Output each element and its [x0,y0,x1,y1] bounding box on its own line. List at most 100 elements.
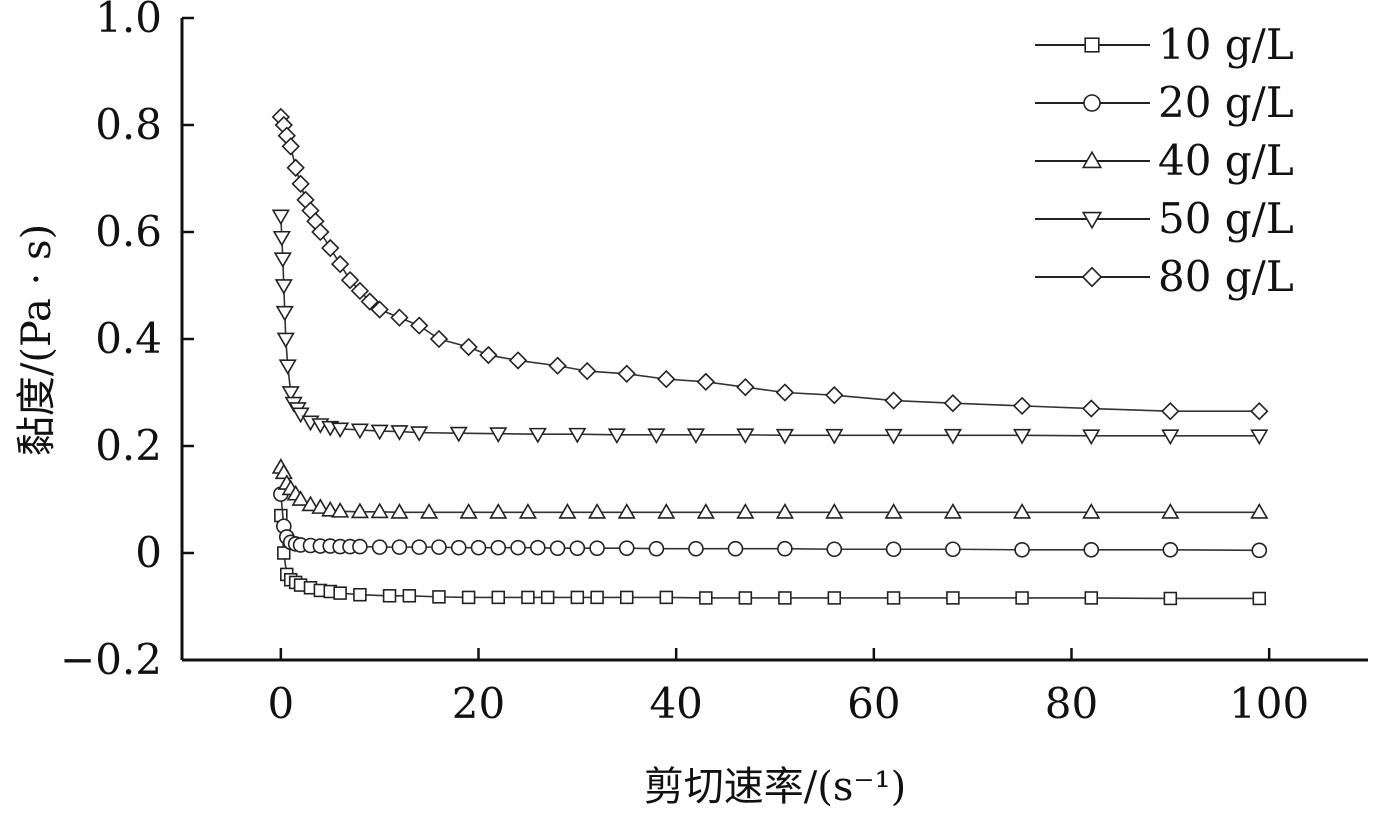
data-point [410,316,429,335]
data-point [618,540,635,556]
data-point [311,498,330,514]
data-point [410,426,429,442]
data-point [736,428,755,445]
data-point [540,590,555,605]
data-point [371,539,388,555]
series-line [280,494,1260,552]
data-point [370,424,389,441]
legend-marker [1081,266,1103,288]
data-point [648,540,665,557]
data-point [1082,503,1101,519]
data-point [727,540,744,557]
data-point [1015,591,1029,605]
x-tick-label: 60 [847,679,900,728]
data-point [281,386,300,402]
data-point [1161,429,1180,446]
data-point [1250,503,1269,519]
data-point [330,254,350,274]
data-point [943,428,962,445]
data-point [450,539,467,556]
legend-marker [1081,211,1103,230]
data-point [352,538,368,555]
data-point [886,591,901,605]
data-point [943,394,963,413]
data-point [688,540,704,557]
legend: 10 g/L 20 g/L 40 g/L 50 g/L 80 g/L [1035,20,1294,301]
data-point [775,383,795,402]
y-tick-label: 0.2 [95,421,162,470]
x-tick-label: 0 [267,679,294,728]
data-point [775,503,794,519]
legend-label: 80 g/L [1158,252,1294,301]
data-point [943,503,962,519]
data-point [350,423,369,440]
data-point [491,590,506,605]
data-point [588,503,607,519]
data-point [617,503,636,519]
data-point [1012,396,1032,416]
data-point [275,305,294,322]
data-point [825,385,844,405]
data-point [1162,541,1179,558]
data-point [884,503,903,519]
data-point [1083,541,1100,558]
data-point [1014,541,1030,558]
data-point [570,590,585,605]
data-point [590,590,604,605]
y-tick-label: 0.8 [95,100,162,149]
data-point [1082,399,1101,418]
y-tick-label: 0.6 [95,207,162,256]
x-tick-label: 20 [452,679,505,728]
series-4 [271,107,1269,421]
data-point [271,209,290,226]
data-point [490,539,507,556]
data-point [360,292,379,311]
data-point [778,591,792,605]
data-point [350,502,369,519]
data-point [736,377,755,397]
data-point [277,546,291,560]
y-axis-title: 黏度/(Pa · s) [14,224,60,456]
data-point [1163,591,1178,606]
data-point [775,428,794,445]
data-point [884,428,903,445]
x-tick-label: 80 [1045,679,1098,728]
data-point [1012,428,1032,445]
data-point [390,425,409,441]
data-point [272,230,291,247]
legend-item-2: 40 g/L [1035,136,1294,185]
data-point [449,426,468,443]
data-point [885,541,902,558]
data-point [391,539,408,555]
data-point [470,539,487,556]
data-point [699,591,713,605]
data-point [411,539,428,555]
legend-label: 40 g/L [1158,136,1294,185]
data-point [431,539,447,555]
data-point [518,503,538,519]
data-point [558,503,577,519]
y-tick-label: −0.2 [60,635,162,684]
data-point [281,137,300,156]
data-point [827,591,842,605]
data-point [340,270,360,290]
data-point [419,503,439,519]
data-point [657,369,676,389]
data-point [528,427,547,444]
legend-item-0: 10 g/L [1035,20,1294,69]
legend-label: 20 g/L [1158,78,1294,127]
x-axis: 0 20 40 60 80 100 [182,648,1368,728]
legend-label: 50 g/L [1158,194,1294,243]
data-point [276,332,295,349]
data-point [311,222,330,242]
data-point [1250,429,1269,446]
data-point [548,356,567,375]
data-point [1252,591,1267,606]
data-point [946,591,960,605]
legend-item-4: 80 g/L [1035,252,1294,301]
data-point [945,541,961,558]
data-point [619,590,634,605]
data-point [696,372,715,391]
data-point [459,337,478,357]
